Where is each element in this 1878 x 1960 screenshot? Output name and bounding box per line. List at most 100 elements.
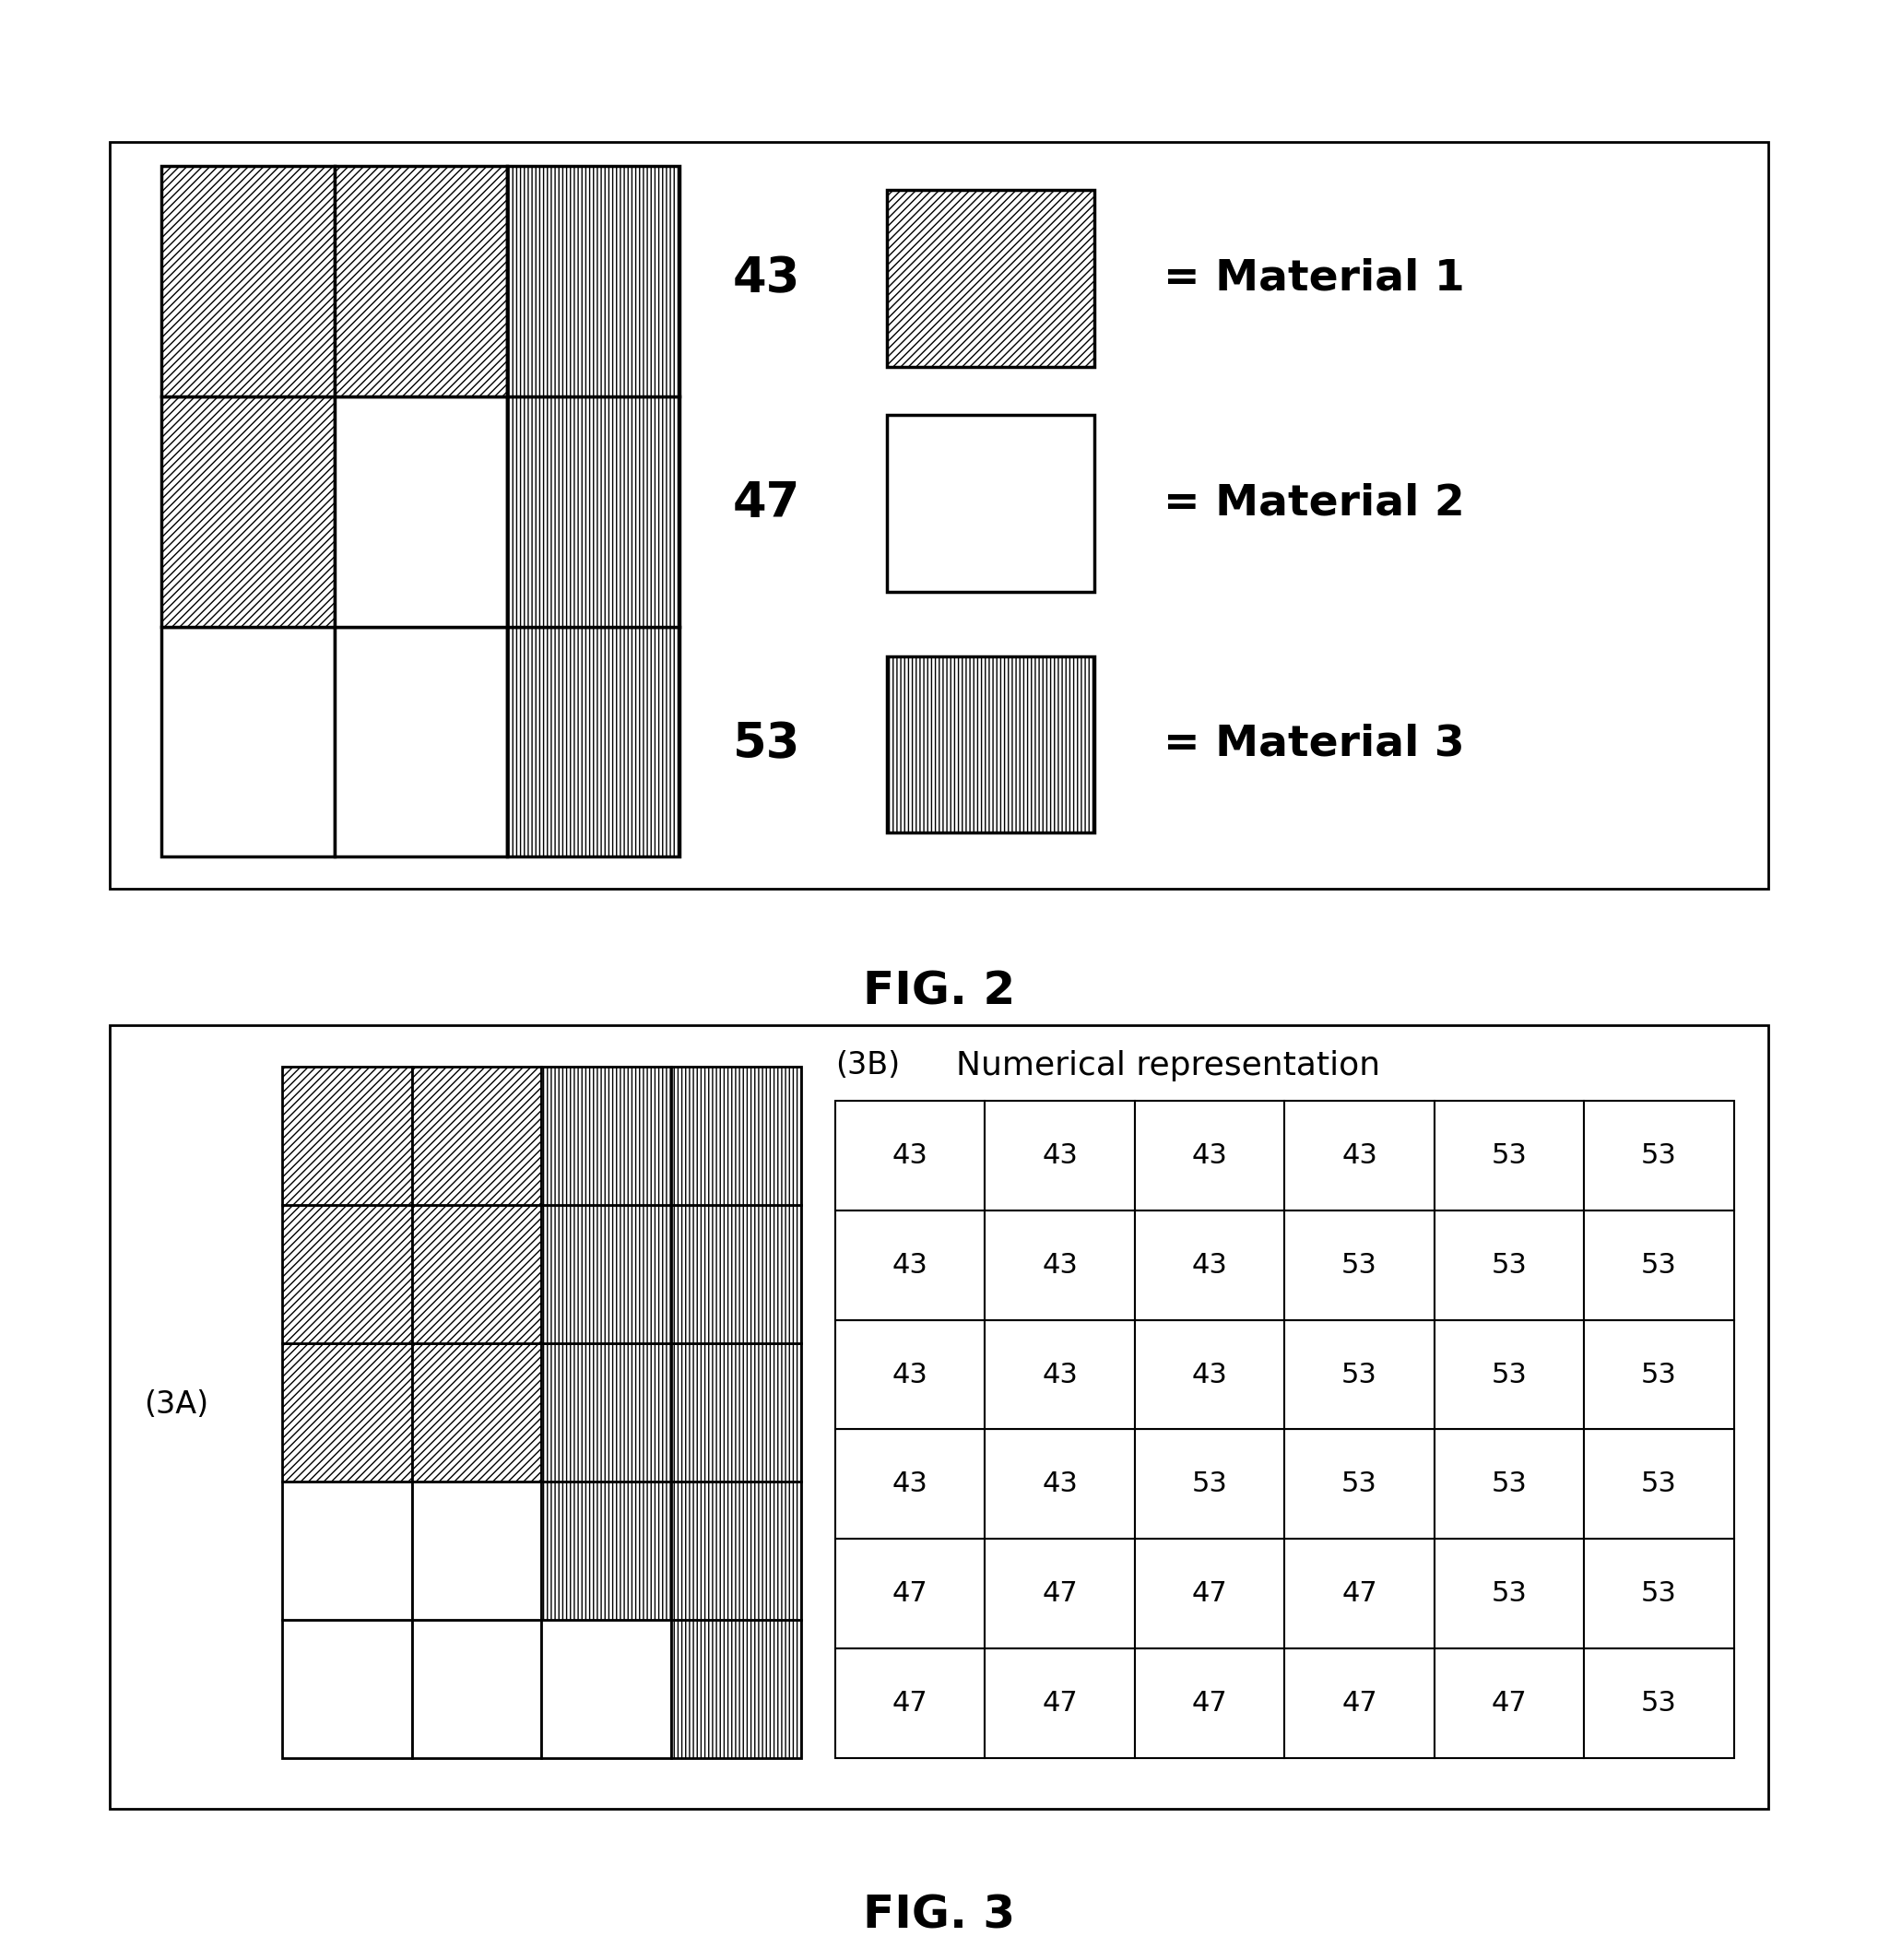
Bar [1285, 1539, 1435, 1648]
Text: FIG. 2: FIG. 2 [862, 970, 1016, 1013]
Bar [1285, 1102, 1435, 1209]
Bar [1134, 1319, 1285, 1429]
Bar [282, 1619, 411, 1758]
Bar [334, 167, 507, 396]
Bar [1285, 1648, 1435, 1758]
Text: 43: 43 [1042, 1470, 1078, 1497]
Bar [1583, 1319, 1733, 1429]
Bar [1134, 1539, 1285, 1648]
Text: 47: 47 [1193, 1580, 1228, 1607]
Bar [282, 1482, 411, 1619]
Bar [986, 1102, 1134, 1209]
Bar [541, 1205, 670, 1343]
Text: 53: 53 [732, 721, 800, 768]
Text: = Material 3: = Material 3 [1164, 723, 1465, 764]
Bar [1435, 1209, 1583, 1319]
Text: (3B): (3B) [836, 1051, 900, 1080]
Text: 47: 47 [1491, 1690, 1527, 1717]
Bar [836, 1539, 986, 1648]
Bar [282, 1205, 411, 1343]
Bar [886, 657, 1095, 833]
Bar [541, 1066, 670, 1205]
Text: = Material 1: = Material 1 [1164, 257, 1465, 300]
Bar [1583, 1539, 1733, 1648]
Bar [1134, 1102, 1285, 1209]
Bar [334, 627, 507, 857]
Text: 47: 47 [892, 1580, 928, 1607]
Bar [507, 396, 680, 627]
Bar [670, 1482, 800, 1619]
Bar [986, 1429, 1134, 1539]
Bar [1134, 1209, 1285, 1319]
Bar [836, 1209, 986, 1319]
Text: 53: 53 [1491, 1143, 1527, 1168]
Text: 47: 47 [1042, 1580, 1078, 1607]
Bar [836, 1319, 986, 1429]
Text: 53: 53 [1641, 1470, 1677, 1497]
Bar [1583, 1209, 1733, 1319]
Text: 47: 47 [732, 480, 800, 527]
Text: 53: 53 [1491, 1580, 1527, 1607]
Bar [541, 1619, 670, 1758]
Text: 43: 43 [892, 1362, 928, 1388]
Bar [1435, 1429, 1583, 1539]
Bar [411, 1619, 541, 1758]
Bar [507, 167, 680, 396]
Bar [1285, 1209, 1435, 1319]
Bar [836, 1429, 986, 1539]
Bar [1435, 1648, 1583, 1758]
Text: 53: 53 [1341, 1470, 1377, 1497]
Bar [411, 1205, 541, 1343]
Text: 53: 53 [1641, 1143, 1677, 1168]
Bar [1285, 1429, 1435, 1539]
Text: 53: 53 [1641, 1362, 1677, 1388]
Bar [986, 1648, 1134, 1758]
Text: 53: 53 [1341, 1252, 1377, 1278]
Bar [986, 1209, 1134, 1319]
Text: 43: 43 [1042, 1143, 1078, 1168]
Bar [1583, 1429, 1733, 1539]
Bar [1435, 1102, 1583, 1209]
Bar [986, 1319, 1134, 1429]
Text: 47: 47 [1341, 1580, 1377, 1607]
Text: 43: 43 [1193, 1252, 1228, 1278]
Bar [282, 1066, 411, 1205]
Bar [1134, 1429, 1285, 1539]
Bar [1583, 1648, 1733, 1758]
Bar [670, 1066, 800, 1205]
Text: 43: 43 [1042, 1252, 1078, 1278]
Text: 53: 53 [1491, 1362, 1527, 1388]
Bar [411, 1343, 541, 1482]
Text: 47: 47 [1042, 1690, 1078, 1717]
Bar [836, 1648, 986, 1758]
Text: 47: 47 [892, 1690, 928, 1717]
Text: (3A): (3A) [145, 1390, 208, 1419]
Text: 53: 53 [1491, 1470, 1527, 1497]
Text: 43: 43 [892, 1470, 928, 1497]
Text: Numerical representation: Numerical representation [956, 1051, 1380, 1082]
Bar [1583, 1102, 1733, 1209]
Bar [886, 416, 1095, 592]
Text: 47: 47 [1193, 1690, 1228, 1717]
Text: 43: 43 [892, 1143, 928, 1168]
Text: 43: 43 [1341, 1143, 1377, 1168]
Text: = Material 2: = Material 2 [1164, 482, 1465, 523]
Text: 43: 43 [1042, 1362, 1078, 1388]
Bar [670, 1619, 800, 1758]
Text: 53: 53 [1491, 1252, 1527, 1278]
Bar [1134, 1648, 1285, 1758]
Bar [541, 1482, 670, 1619]
Bar [162, 167, 334, 396]
Bar [162, 627, 334, 857]
Bar [886, 190, 1095, 367]
Bar [282, 1343, 411, 1482]
Bar [1435, 1539, 1583, 1648]
Bar [1435, 1319, 1583, 1429]
Bar [836, 1102, 986, 1209]
Bar [541, 1343, 670, 1482]
Bar [507, 627, 680, 857]
Text: 43: 43 [1193, 1143, 1228, 1168]
Text: 53: 53 [1341, 1362, 1377, 1388]
Text: 43: 43 [892, 1252, 928, 1278]
Text: 43: 43 [732, 255, 800, 302]
